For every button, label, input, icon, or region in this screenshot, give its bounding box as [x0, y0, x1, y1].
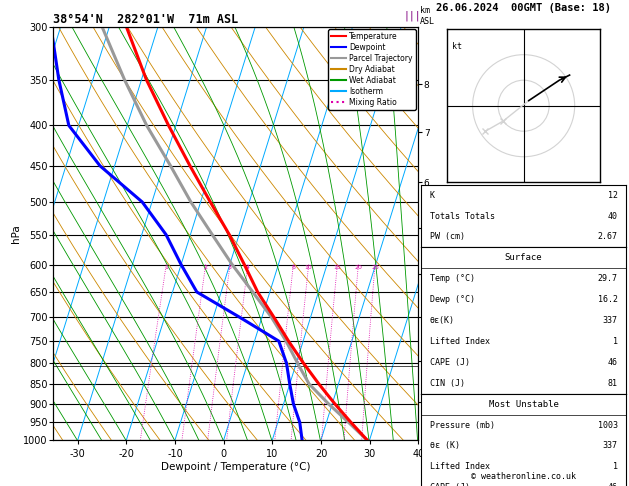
Text: CIN (J): CIN (J): [430, 379, 465, 388]
Text: 16.2: 16.2: [598, 295, 618, 304]
Text: Most Unstable: Most Unstable: [489, 399, 559, 409]
Legend: Temperature, Dewpoint, Parcel Trajectory, Dry Adiabat, Wet Adiabat, Isotherm, Mi: Temperature, Dewpoint, Parcel Trajectory…: [328, 29, 416, 109]
Text: 38°54'N  282°01'W  71m ASL: 38°54'N 282°01'W 71m ASL: [53, 13, 239, 26]
Text: PW (cm): PW (cm): [430, 232, 465, 242]
Text: 2.67: 2.67: [598, 232, 618, 242]
Text: K: K: [430, 191, 435, 200]
Text: 2: 2: [204, 264, 208, 270]
Text: 8: 8: [291, 264, 295, 270]
Text: 1: 1: [613, 337, 618, 346]
Text: 337: 337: [603, 316, 618, 325]
Text: 337: 337: [603, 441, 618, 451]
Text: 1003: 1003: [598, 420, 618, 430]
Text: 26.06.2024  00GMT (Base: 18): 26.06.2024 00GMT (Base: 18): [436, 3, 611, 13]
Text: © weatheronline.co.uk: © weatheronline.co.uk: [471, 472, 576, 481]
Text: kt: kt: [452, 42, 462, 51]
Text: CAPE (J): CAPE (J): [430, 483, 470, 486]
Text: 46: 46: [608, 483, 618, 486]
Text: 81: 81: [608, 379, 618, 388]
Text: Totals Totals: Totals Totals: [430, 211, 494, 221]
Text: 20: 20: [354, 264, 362, 270]
Text: θε(K): θε(K): [430, 316, 455, 325]
Text: 1: 1: [613, 462, 618, 471]
Text: LCL: LCL: [423, 362, 437, 371]
Text: 46: 46: [608, 358, 618, 367]
Y-axis label: Mixing Ratio (g/kg): Mixing Ratio (g/kg): [435, 191, 443, 276]
Text: Surface: Surface: [505, 253, 542, 262]
Text: 25: 25: [371, 264, 379, 270]
Text: 1: 1: [164, 264, 168, 270]
Text: |||: |||: [403, 10, 421, 21]
Text: CAPE (J): CAPE (J): [430, 358, 470, 367]
Text: Lifted Index: Lifted Index: [430, 462, 489, 471]
Text: θε (K): θε (K): [430, 441, 460, 451]
Text: Lifted Index: Lifted Index: [430, 337, 489, 346]
Text: 15: 15: [333, 264, 341, 270]
Text: Dewp (°C): Dewp (°C): [430, 295, 475, 304]
Text: 12: 12: [608, 191, 618, 200]
X-axis label: Dewpoint / Temperature (°C): Dewpoint / Temperature (°C): [161, 462, 311, 471]
Text: Pressure (mb): Pressure (mb): [430, 420, 494, 430]
Text: 29.7: 29.7: [598, 274, 618, 283]
Text: 4: 4: [246, 264, 250, 270]
Text: Temp (°C): Temp (°C): [430, 274, 475, 283]
Text: km
ASL: km ASL: [420, 6, 435, 26]
Text: 40: 40: [608, 211, 618, 221]
Text: 3: 3: [228, 264, 232, 270]
Y-axis label: hPa: hPa: [11, 224, 21, 243]
Text: 10: 10: [305, 264, 313, 270]
